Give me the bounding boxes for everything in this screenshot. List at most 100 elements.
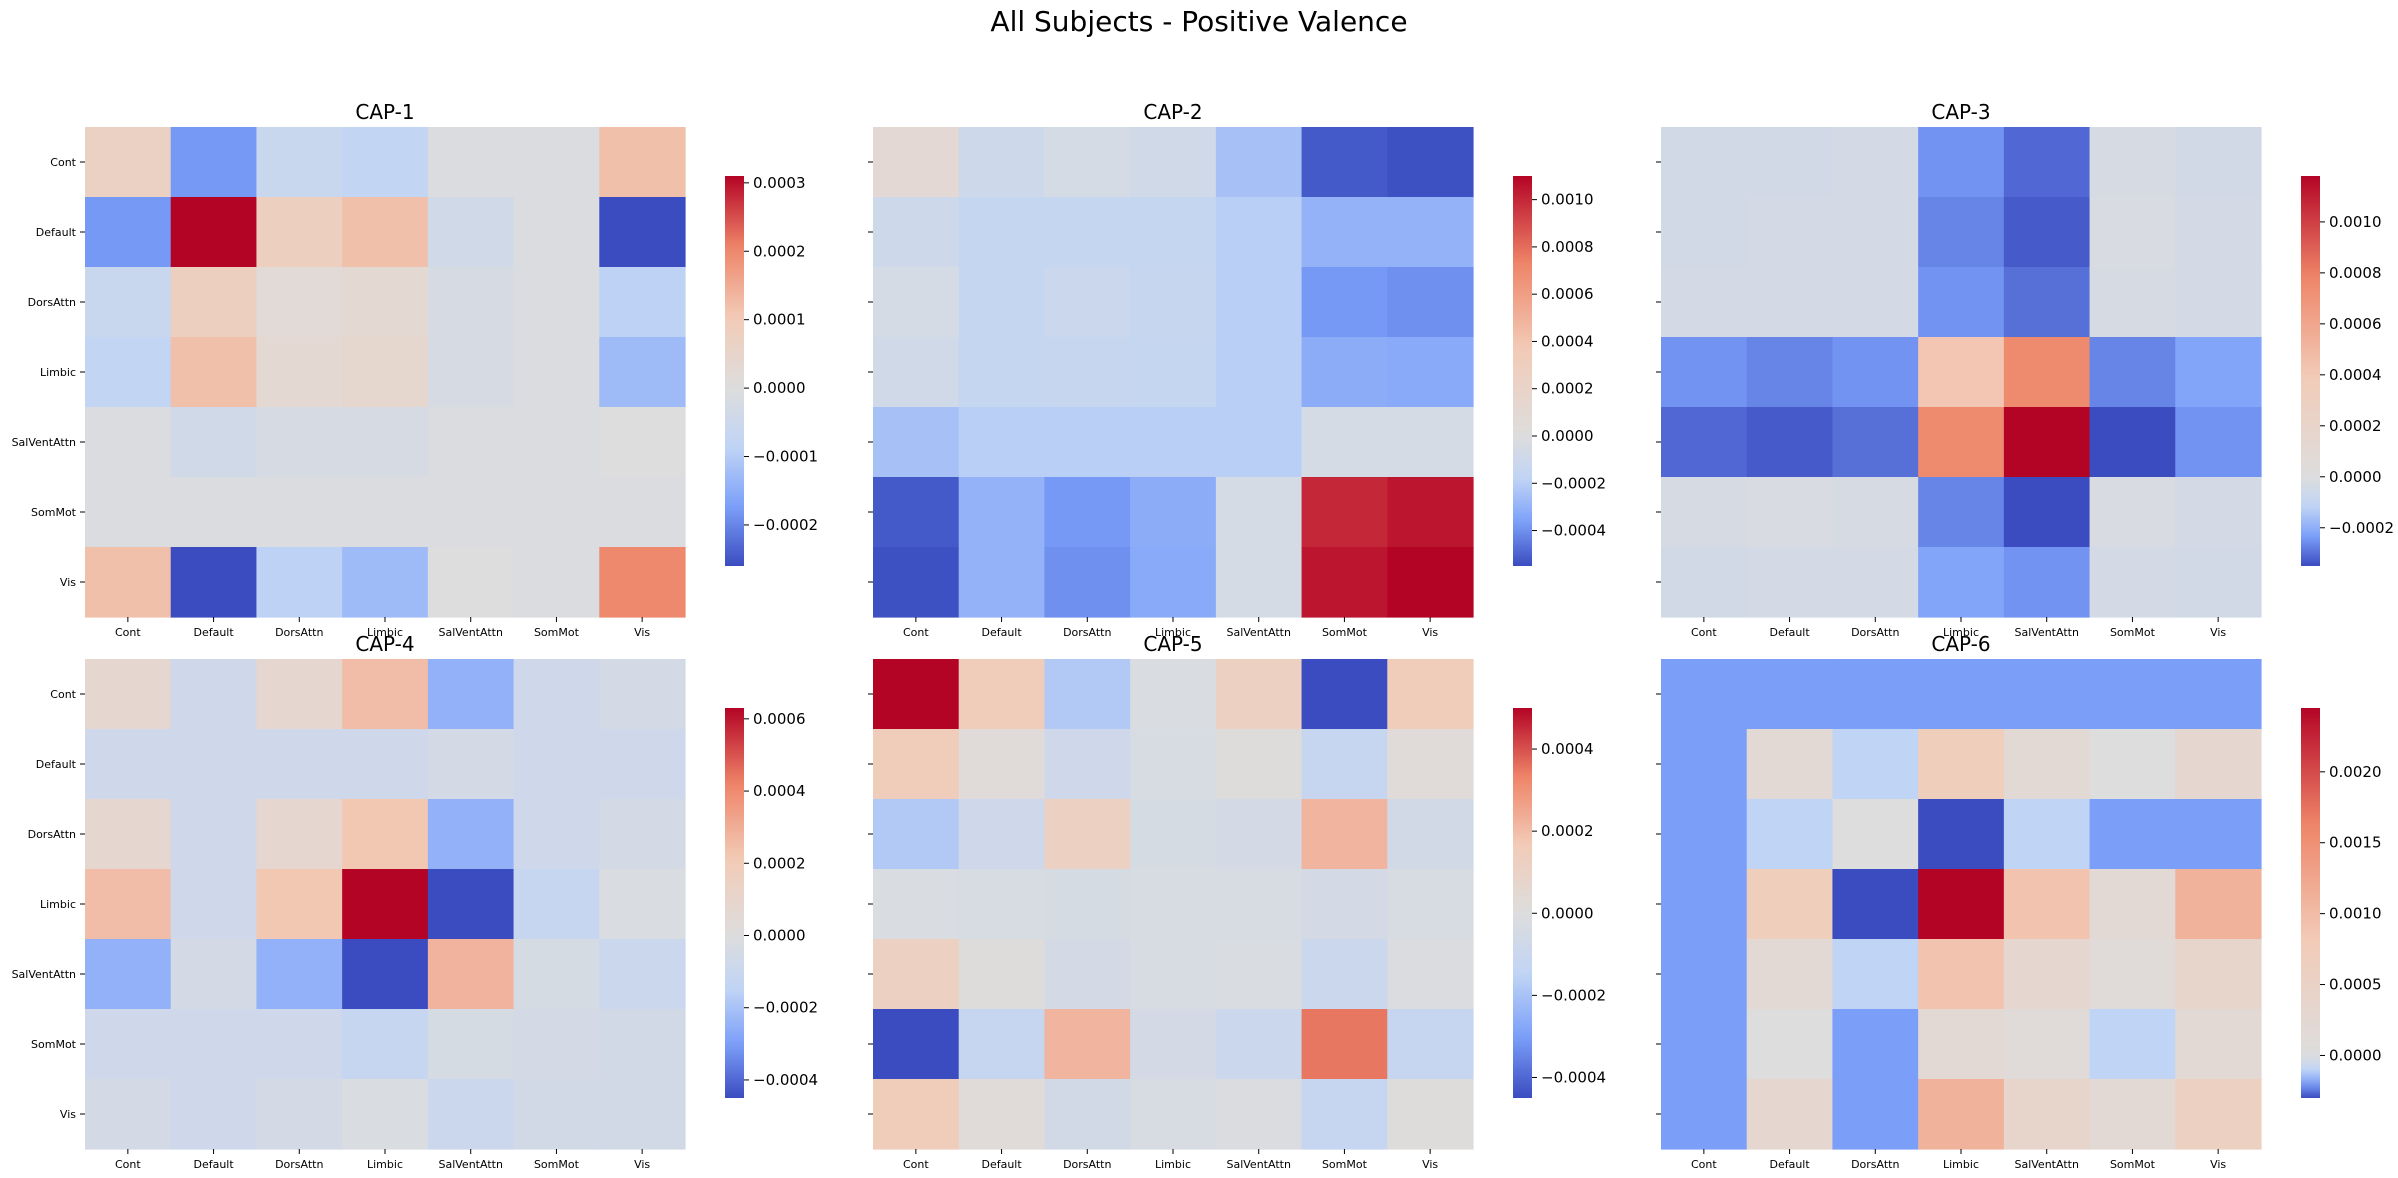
heatmap-cell — [1130, 267, 1217, 338]
heatmap-cell — [170, 197, 258, 268]
heatmap-cell — [427, 337, 515, 408]
heatmap-cell — [2089, 1079, 2176, 1150]
heatmap-cell — [256, 1079, 343, 1150]
heatmap-cell — [427, 477, 515, 548]
x-tick-label: SalVentAttn — [2014, 626, 2078, 639]
heatmap-cell — [1746, 547, 1834, 618]
heatmap-cell — [873, 869, 960, 940]
heatmap-cell — [873, 547, 960, 618]
heatmap-cell — [513, 267, 600, 338]
heatmap-cell — [1918, 869, 2005, 940]
heatmap-cell — [1832, 407, 1919, 478]
colorbar-tick-label: 0.0010 — [2329, 213, 2382, 231]
heatmap-cell — [2003, 267, 2091, 338]
heatmap-cell — [1044, 407, 1131, 478]
heatmap-cell — [1130, 729, 1217, 800]
heatmap-cell — [1832, 729, 1919, 800]
heatmap-cell — [873, 1009, 960, 1080]
heatmap-cell — [170, 337, 258, 408]
x-tick-label: Default — [981, 626, 1022, 639]
heatmap-cell — [1130, 1009, 1217, 1080]
heatmap-cell — [85, 547, 172, 618]
heatmap-cell — [1301, 659, 1388, 730]
heatmap-cell — [958, 547, 1046, 618]
x-tick-label: Limbic — [1155, 1158, 1191, 1171]
heatmap-cell — [342, 729, 429, 800]
heatmap-cell — [2003, 659, 2091, 730]
heatmap-cell — [256, 477, 343, 548]
heatmap-cell — [1301, 869, 1388, 940]
colorbar-tick-label: −0.0004 — [753, 1071, 818, 1089]
heatmap-panel-3: CAP-3 Cont Default DorsAttn Limbic SalVentAtt… — [1656, 100, 2394, 639]
heatmap-cell — [2175, 939, 2262, 1010]
heatmap-cell — [2089, 337, 2176, 408]
heatmap-cell — [256, 337, 343, 408]
heatmap-cell — [85, 1009, 172, 1080]
heatmap-cell — [1832, 1009, 1919, 1080]
figure-title: All Subjects - Positive Valence — [990, 5, 1407, 38]
heatmap-cell — [1661, 547, 1748, 618]
heatmap-cell — [85, 869, 172, 940]
heatmap-cell — [513, 1009, 600, 1080]
heatmap-cell — [2003, 1079, 2091, 1150]
heatmap-cell — [342, 477, 429, 548]
heatmap-cell — [170, 939, 258, 1010]
heatmap-cell — [1044, 729, 1131, 800]
heatmap-cell — [427, 197, 515, 268]
heatmap-cell — [1044, 127, 1131, 198]
heatmap-cell — [873, 477, 960, 548]
heatmap-cell — [2175, 869, 2262, 940]
heatmap-cell — [1832, 659, 1919, 730]
heatmap-cell — [1130, 659, 1217, 730]
colorbar-tick-label: 0.0000 — [1541, 904, 1594, 922]
heatmap-cell — [1301, 267, 1388, 338]
heatmap-cell — [873, 197, 960, 268]
heatmap-cell — [342, 197, 429, 268]
x-tick-label: SomMot — [534, 1158, 580, 1171]
heatmap-cell — [1661, 127, 1748, 198]
heatmap-cell — [873, 729, 960, 800]
heatmap-cell — [1746, 869, 1834, 940]
heatmap-cell — [2003, 197, 2091, 268]
heatmap-cell — [1832, 939, 1919, 1010]
heatmap-cell — [342, 1079, 429, 1150]
heatmap-cell — [1044, 267, 1131, 338]
colorbar-tick-label: 0.0020 — [2329, 763, 2382, 781]
heatmap-cell — [1130, 547, 1217, 618]
heatmap-cell — [1832, 127, 1919, 198]
heatmap-cell — [2175, 127, 2262, 198]
heatmap-cell — [427, 1009, 515, 1080]
heatmap-cell — [2089, 407, 2176, 478]
heatmap-cell — [342, 547, 429, 618]
heatmap-cell — [2089, 477, 2176, 548]
heatmap-cell — [1301, 1009, 1388, 1080]
heatmap-cell — [958, 659, 1046, 730]
x-tick-label: SomMot — [2110, 1158, 2156, 1171]
heatmap-cell — [256, 267, 343, 338]
heatmap-cell — [1387, 1009, 1474, 1080]
x-tick-label: Default — [193, 1158, 234, 1171]
heatmap-cell — [2175, 799, 2262, 870]
heatmap-cell — [256, 407, 343, 478]
heatmap-cell — [427, 547, 515, 618]
heatmap-cell — [1387, 729, 1474, 800]
y-tick-label: Limbic — [40, 366, 76, 379]
heatmap-cell — [958, 799, 1046, 870]
heatmap-cell — [1746, 1009, 1834, 1080]
heatmap-cell — [2089, 939, 2176, 1010]
colorbar-tick-label: −0.0002 — [2329, 519, 2394, 537]
heatmap-cell — [1918, 939, 2005, 1010]
heatmap-cell — [1301, 477, 1388, 548]
heatmap-cell — [599, 407, 686, 478]
heatmap-cell — [1387, 127, 1474, 198]
heatmap-cell — [2175, 197, 2262, 268]
heatmap-cell — [1918, 659, 2005, 730]
heatmap-cell — [1130, 407, 1217, 478]
colorbar-tick-label: 0.0002 — [2329, 417, 2382, 435]
heatmap-cell — [256, 197, 343, 268]
colorbar — [725, 176, 744, 566]
heatmap-cell — [170, 1079, 258, 1150]
x-tick-label: Default — [193, 626, 234, 639]
heatmap-cell — [2003, 869, 2091, 940]
x-tick-label: Default — [981, 1158, 1022, 1171]
